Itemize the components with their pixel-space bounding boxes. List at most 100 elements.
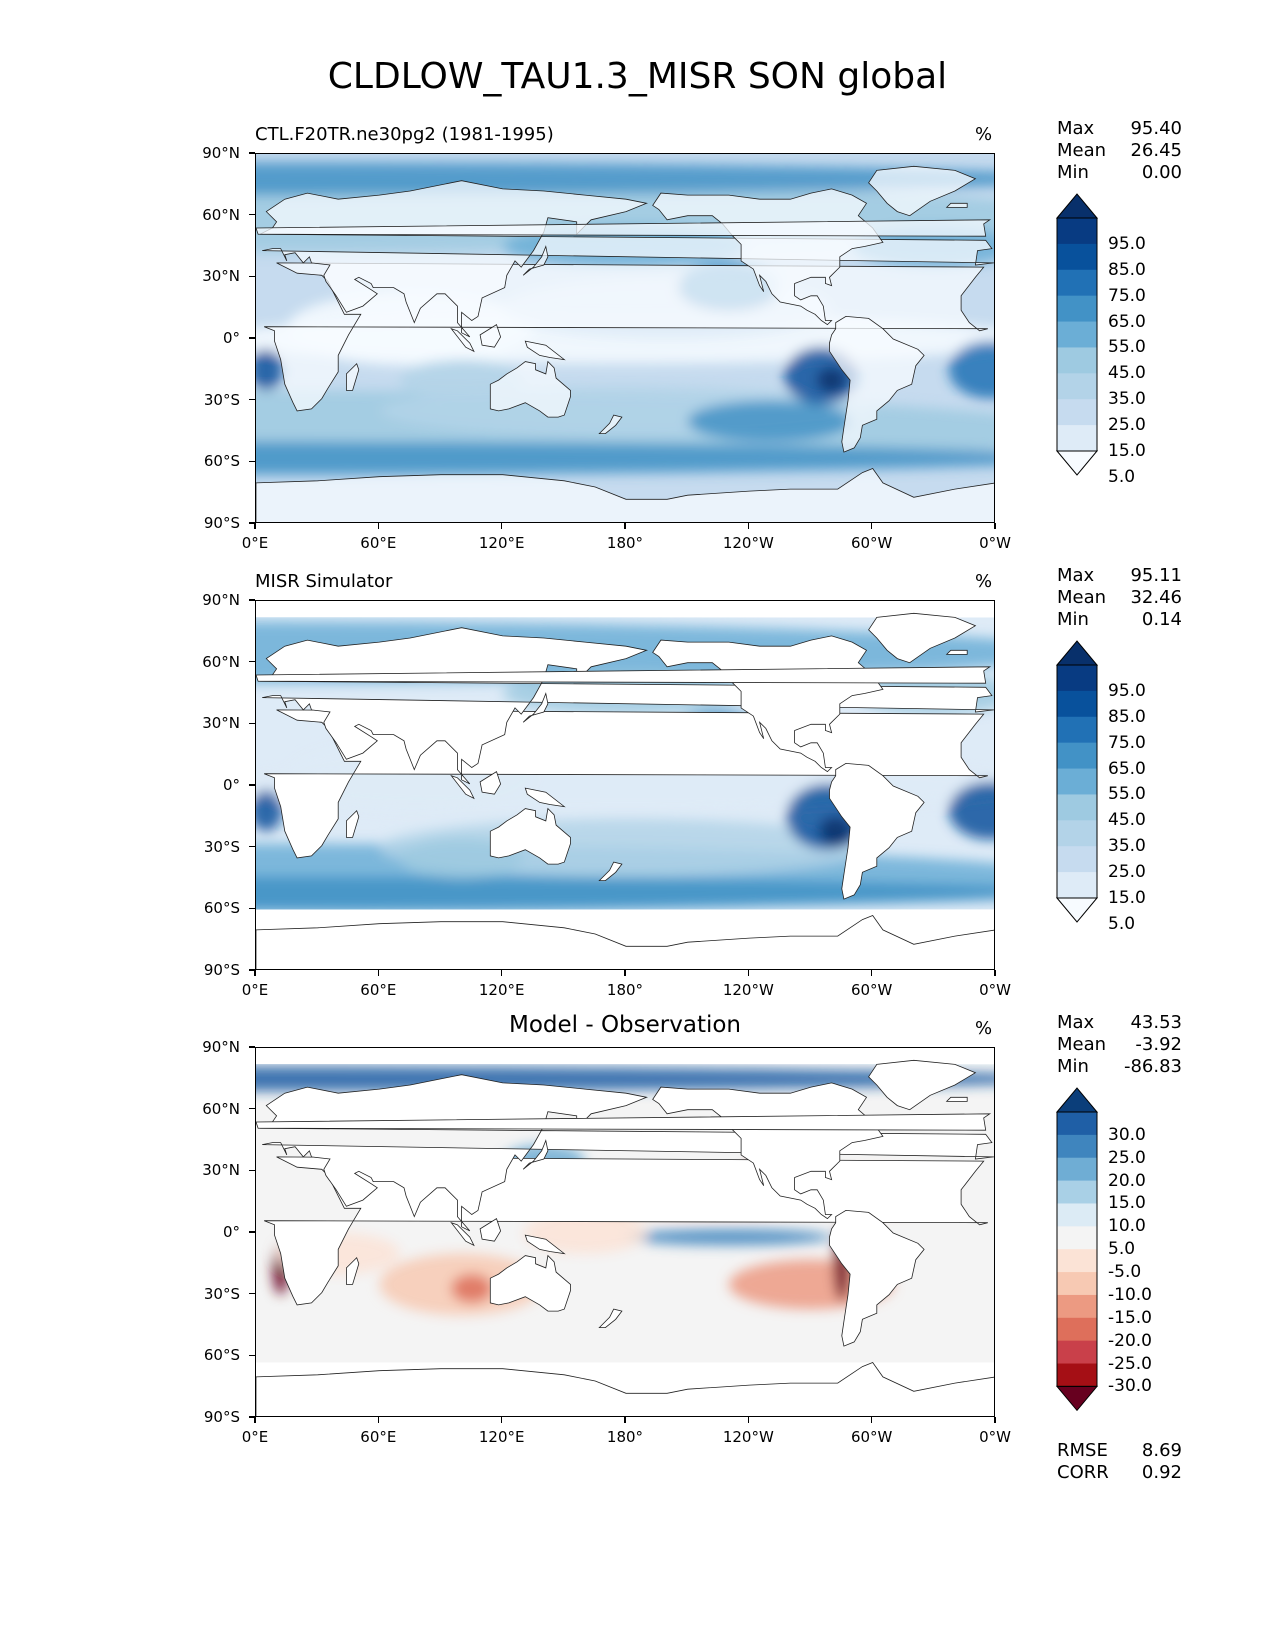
colorbar-tick-label: 25.0 bbox=[1108, 862, 1146, 883]
colorbar-tick-label: -10.0 bbox=[1108, 1284, 1152, 1305]
metric-value: 8.69 bbox=[1141, 1440, 1182, 1461]
colorbar-segment bbox=[1057, 1317, 1097, 1342]
map-plot-area bbox=[255, 1047, 995, 1417]
colorbar-tick-label: 55.0 bbox=[1108, 337, 1146, 358]
colorbar-segment bbox=[1057, 1112, 1097, 1136]
lon-tick-mark bbox=[624, 1417, 626, 1423]
stats-row: Max 43.53 bbox=[1057, 1012, 1182, 1034]
lon-tick-label: 180° bbox=[606, 981, 644, 999]
lon-tick-mark bbox=[994, 1417, 996, 1423]
colorbar-tick-label: 35.0 bbox=[1108, 836, 1146, 857]
coastline-japan bbox=[522, 245, 549, 276]
lat-tick-mark bbox=[249, 1231, 255, 1233]
coastline-uk bbox=[256, 219, 992, 237]
map-panel-1: CTL.F20TR.ne30pg2 (1981-1995)% Max 95.40 Me… bbox=[0, 0, 1275, 552]
colorbar-segment bbox=[1057, 218, 1097, 245]
field-cell bbox=[817, 367, 846, 393]
lon-tick-label: 60°W bbox=[850, 534, 893, 552]
colorbar-tick-label: 20.0 bbox=[1108, 1170, 1146, 1191]
lon-tick-mark bbox=[747, 1417, 750, 1423]
stats-row: Mean -3.92 bbox=[1057, 1034, 1182, 1056]
colorbar-extend-min bbox=[1055, 1385, 1099, 1412]
lat-tick-mark bbox=[249, 784, 255, 786]
lon-tick-label: 60°W bbox=[850, 1428, 893, 1446]
colorbar-segment bbox=[1057, 872, 1097, 899]
colorbar-tick-label: 15.0 bbox=[1108, 1193, 1146, 1214]
colorbar bbox=[1055, 640, 1099, 923]
lon-tick-label: 60°E bbox=[360, 981, 397, 999]
colorbar-tick-label: 65.0 bbox=[1108, 758, 1146, 779]
colorbar-tick-label: 5.0 bbox=[1108, 466, 1136, 487]
colorbar-tick-label: 25.0 bbox=[1108, 415, 1146, 436]
lon-tick-mark bbox=[254, 523, 256, 529]
stats-row: Max 95.40 bbox=[1057, 118, 1182, 140]
stats-value: 95.40 bbox=[1130, 118, 1182, 139]
coastline-greenland bbox=[868, 1059, 977, 1111]
stats-label: Max bbox=[1057, 565, 1095, 586]
lon-tick-label: 180° bbox=[606, 534, 644, 552]
colorbar-segment bbox=[1057, 425, 1097, 452]
stats-label: Min bbox=[1057, 162, 1089, 183]
coastline-samerica bbox=[829, 315, 925, 453]
lat-tick-mark bbox=[249, 969, 255, 971]
coastline-newzealand bbox=[598, 414, 623, 434]
colorbar-segment bbox=[1057, 1180, 1097, 1204]
lat-tick-label: 60°S bbox=[203, 452, 240, 471]
colorbar-segment bbox=[1057, 1203, 1097, 1227]
field-cell bbox=[626, 1228, 832, 1246]
coastline-iceland bbox=[945, 202, 968, 208]
lat-tick-mark bbox=[249, 275, 255, 278]
lon-tick-label: 120°W bbox=[722, 534, 774, 552]
lon-tick-label: 120°E bbox=[478, 534, 525, 552]
lat-tick-mark bbox=[249, 845, 255, 848]
stats-row: Min 0.00 bbox=[1057, 162, 1182, 184]
colorbar bbox=[1055, 1087, 1099, 1412]
lat-tick-mark bbox=[249, 1107, 255, 1110]
lat-tick-mark bbox=[249, 660, 255, 663]
lat-tick-label: 60°N bbox=[202, 205, 240, 224]
colorbar-segment bbox=[1057, 742, 1097, 770]
map-plot-area bbox=[255, 153, 995, 523]
coastline-uk bbox=[256, 1113, 992, 1131]
colorbar-segment bbox=[1057, 1226, 1097, 1250]
colorbar-extend-max bbox=[1055, 1087, 1099, 1113]
colorbar-segment bbox=[1057, 243, 1097, 271]
metrics-row: CORR 0.92 bbox=[1057, 1462, 1182, 1484]
stats-label: Max bbox=[1057, 118, 1095, 139]
metrics-block: RMSE 8.69 CORR 0.92 bbox=[1057, 1440, 1182, 1484]
lat-tick-label: 0° bbox=[222, 329, 240, 347]
stats-value: 95.11 bbox=[1130, 565, 1182, 586]
coastline-newzealand bbox=[598, 1308, 623, 1328]
lat-tick-label: 30°S bbox=[203, 390, 240, 409]
lat-tick-label: 60°S bbox=[203, 1346, 240, 1365]
colorbar-tick-label: 5.0 bbox=[1108, 1239, 1136, 1260]
lon-tick-label: 0°W bbox=[979, 981, 1011, 999]
coastline-greenland bbox=[868, 612, 977, 664]
lat-tick-label: 60°N bbox=[202, 652, 240, 671]
coastline-borneo bbox=[479, 770, 502, 795]
lat-tick-mark bbox=[249, 1354, 255, 1357]
stats-value: -3.92 bbox=[1135, 1034, 1182, 1055]
lon-tick-label: 120°W bbox=[722, 1428, 774, 1446]
lat-tick-label: 30°N bbox=[202, 267, 240, 286]
colorbar-extend-max bbox=[1055, 193, 1099, 219]
coastline-madagascar bbox=[346, 809, 360, 838]
lon-tick-label: 180° bbox=[606, 1428, 644, 1446]
lon-tick-label: 0°E bbox=[241, 534, 269, 552]
stats-value: 43.53 bbox=[1130, 1012, 1182, 1033]
lat-tick-label: 90°S bbox=[203, 1408, 240, 1426]
lat-tick-label: 90°N bbox=[202, 1038, 240, 1056]
coastline-eurasia bbox=[259, 1074, 994, 1232]
lat-tick-label: 60°S bbox=[203, 899, 240, 918]
colorbar-segment bbox=[1057, 1294, 1097, 1319]
stats-value: 0.00 bbox=[1141, 162, 1182, 183]
coastline-australia bbox=[489, 1254, 571, 1312]
colorbar-segment bbox=[1057, 321, 1097, 348]
coastline-greenland bbox=[868, 165, 977, 217]
colorbar-tick-label: 75.0 bbox=[1108, 285, 1146, 306]
panel-title: CTL.F20TR.ne30pg2 (1981-1995) bbox=[255, 124, 554, 145]
stats-value: 0.14 bbox=[1141, 609, 1182, 630]
field-cell bbox=[948, 781, 994, 840]
lon-tick-mark bbox=[747, 523, 750, 529]
lon-tick-mark bbox=[624, 523, 626, 529]
